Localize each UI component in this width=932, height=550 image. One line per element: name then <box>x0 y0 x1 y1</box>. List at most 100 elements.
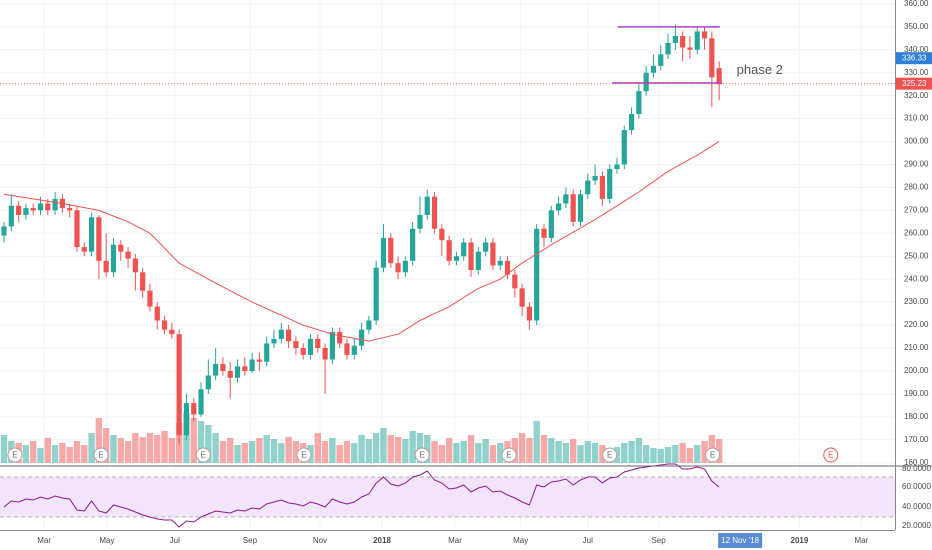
candle-body <box>570 194 576 222</box>
earnings-marker <box>414 447 430 463</box>
earnings-label: E <box>98 451 103 460</box>
volume-bar <box>424 435 431 463</box>
candle-body <box>395 263 401 273</box>
candle-body <box>504 260 511 275</box>
volume-bar <box>321 441 329 463</box>
candle-body <box>628 114 635 131</box>
candle-body <box>563 194 569 204</box>
candle-body <box>16 205 22 215</box>
candle-body <box>658 54 664 66</box>
candle-body <box>643 72 649 92</box>
volume-bar <box>285 437 292 463</box>
volume-bar <box>292 441 300 463</box>
candle-body <box>439 228 445 241</box>
volume-bar <box>59 443 66 463</box>
x-tick-label: 2019 <box>791 536 809 545</box>
volume-bar <box>132 433 139 463</box>
candle-body <box>322 348 328 360</box>
y-tick-label: 190.00 <box>904 389 929 398</box>
cursor-box <box>718 533 763 548</box>
candle-body <box>599 175 605 199</box>
candle-body <box>140 272 146 291</box>
volume-bar <box>497 443 504 463</box>
y-tick-label: 180.00 <box>904 412 929 421</box>
earnings-label: E <box>12 451 17 460</box>
volume-bar <box>686 448 694 463</box>
earnings-label: E <box>828 451 833 460</box>
volume-bar <box>453 443 460 463</box>
volume-bar <box>679 443 686 463</box>
candle-body <box>366 320 372 330</box>
candle-body <box>709 38 715 78</box>
sma-line <box>3 141 720 342</box>
volume-bar <box>548 438 555 463</box>
price-tag <box>895 52 932 65</box>
y-tick-label: 220.00 <box>904 320 929 329</box>
candle-body <box>234 366 241 378</box>
candle-body <box>548 210 554 238</box>
candle-body <box>519 288 525 307</box>
price-tag-label: 325.23 <box>902 79 927 88</box>
x-tick-label: Nov <box>313 536 327 545</box>
candle-body <box>300 348 306 355</box>
earnings-marker <box>705 447 721 463</box>
rsi-tick-label: 80.0000 <box>902 464 931 473</box>
volume-bar <box>102 428 110 463</box>
candle-body <box>329 331 335 360</box>
volume-bar <box>467 435 475 463</box>
candle-body <box>183 403 190 436</box>
earnings-marker <box>823 447 839 463</box>
y-tick-label: 360.00 <box>904 0 929 8</box>
candle-body <box>431 196 438 229</box>
volume-bar <box>635 438 643 463</box>
candle-body <box>147 290 153 307</box>
x-tick-label: 2018 <box>373 536 391 545</box>
volume-bar <box>591 443 599 463</box>
candle-body <box>358 329 365 346</box>
candle-body <box>220 364 226 371</box>
candle-body <box>453 256 460 261</box>
y-tick-label: 230.00 <box>904 297 929 306</box>
x-tick-label: Sep <box>651 536 666 545</box>
volume-bar <box>694 445 701 463</box>
volume-bar <box>526 438 533 463</box>
candle-body <box>154 306 160 321</box>
volume-bar <box>672 445 679 463</box>
volume-bar <box>146 433 154 463</box>
price-tag <box>895 77 932 90</box>
volume-bar <box>431 441 438 463</box>
candle-body <box>490 242 496 266</box>
volume-bar <box>161 431 168 463</box>
volume-bar <box>117 438 124 463</box>
volume-bar <box>387 435 394 463</box>
candle-body <box>614 164 620 170</box>
candle-body <box>81 247 87 252</box>
candle-body <box>293 341 299 349</box>
candle-body <box>592 175 598 181</box>
candle-body <box>1 226 7 236</box>
candle-body <box>410 228 416 261</box>
y-tick-label: 310.00 <box>904 114 929 123</box>
candle-body <box>271 338 277 344</box>
earnings-marker <box>296 447 312 463</box>
candle-body <box>249 359 255 371</box>
candle-body <box>264 343 270 362</box>
x-tick-label: Jul <box>583 536 593 545</box>
volume-bar <box>212 433 219 463</box>
earnings-label: E <box>301 451 306 460</box>
candle-body <box>665 42 671 55</box>
candle-body <box>687 47 693 50</box>
volume-bar <box>642 445 650 463</box>
y-tick-label: 350.00 <box>904 22 929 31</box>
volume-bar <box>88 433 95 463</box>
volume-bar <box>650 448 657 463</box>
candle-body <box>161 320 168 330</box>
y-tick-label: 330.00 <box>904 68 929 77</box>
candle-body <box>650 65 657 73</box>
volume-bar <box>248 441 256 463</box>
volume-bar <box>701 441 708 463</box>
volume-bar <box>555 441 562 463</box>
candle-body <box>636 91 642 115</box>
volume-bar <box>278 443 285 463</box>
earnings-marker <box>195 447 211 463</box>
